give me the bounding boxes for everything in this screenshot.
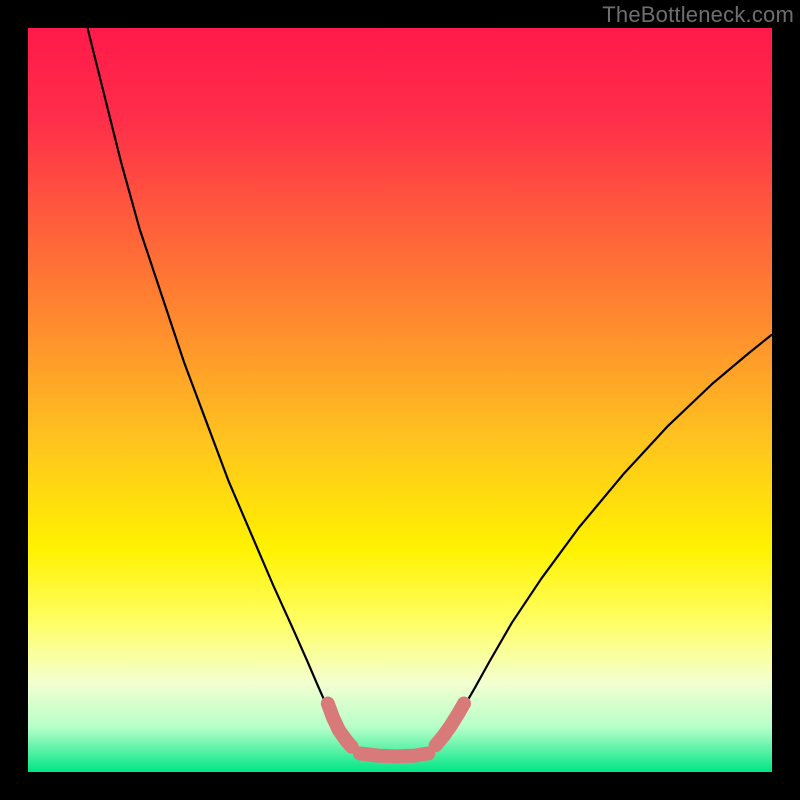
- highlight-segment-2: [436, 704, 464, 746]
- bottleneck-curve: [88, 28, 772, 756]
- highlight-segment-0: [328, 704, 352, 747]
- highlight-segment-1: [360, 753, 428, 756]
- chart-frame: TheBottleneck.com: [0, 0, 800, 800]
- curve-layer: [28, 28, 772, 772]
- watermark-text: TheBottleneck.com: [602, 2, 794, 28]
- plot-area: [28, 28, 772, 772]
